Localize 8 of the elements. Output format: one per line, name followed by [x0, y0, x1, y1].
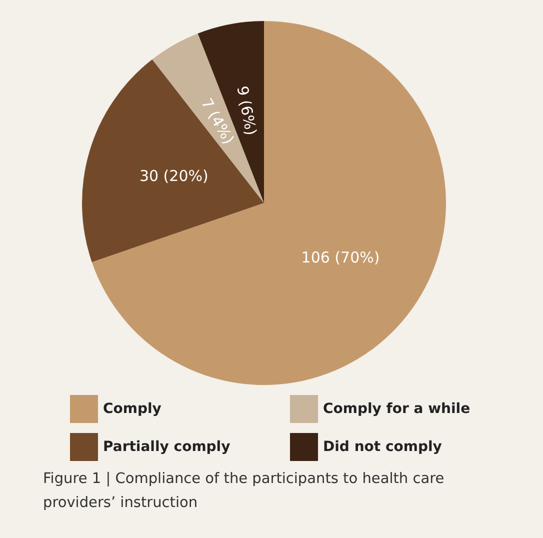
data-label: 9 (6%)	[233, 84, 260, 137]
legend-label: Comply	[103, 401, 162, 417]
legend-label: Partially comply	[103, 439, 230, 455]
legend-label: Comply for a while	[323, 401, 470, 417]
data-label: 30 (20%)	[139, 167, 208, 186]
legend-label: Did not comply	[323, 439, 442, 455]
data-label: 106 (70%)	[301, 248, 380, 267]
text: Figure 1 | Compliance of the participants to health care providers’ instruction	[43, 471, 449, 511]
